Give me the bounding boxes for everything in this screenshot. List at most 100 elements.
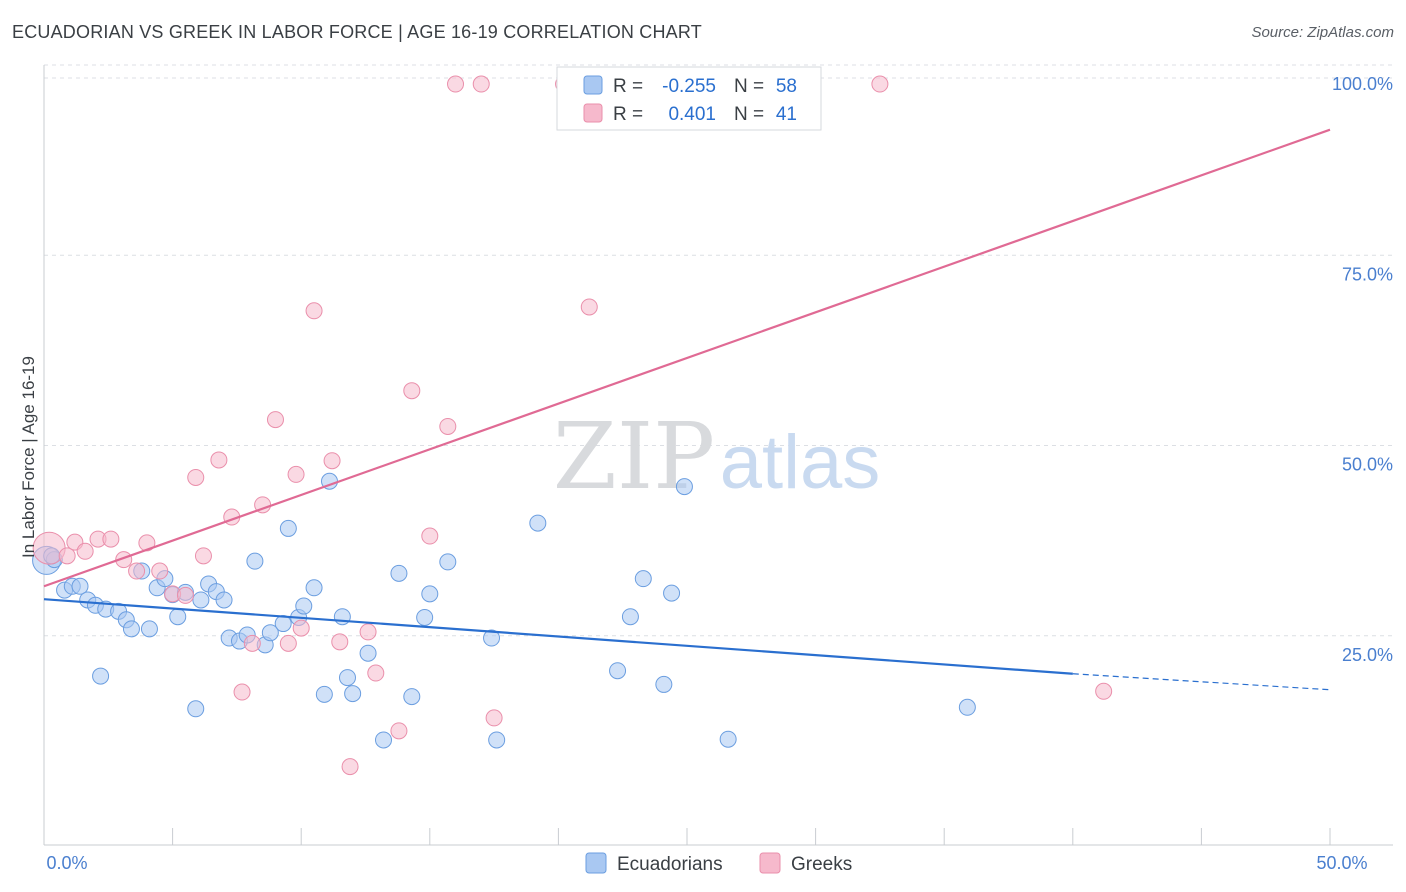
- greeks-point: [233, 683, 251, 701]
- greeks-point: [367, 664, 385, 682]
- greeks-point: [341, 758, 359, 776]
- ecuadorians-point: [621, 608, 639, 626]
- legend-label-greeks: Greeks: [791, 854, 852, 875]
- x-tick-label: 50.0%: [1316, 853, 1367, 873]
- stats-n-value-ecuadorians: 58: [776, 76, 797, 97]
- stats-r-value-greeks: 0.401: [668, 104, 716, 125]
- y-tick-label: 75.0%: [1342, 264, 1393, 284]
- greeks-point: [359, 623, 377, 641]
- ecuadorians-trendline-extension: [1072, 673, 1331, 691]
- ecuadorians-point: [675, 478, 693, 496]
- stats-r-label-ecuadorians: R =: [613, 76, 643, 97]
- ecuadorians-point: [295, 597, 313, 615]
- ecuadorians-point: [390, 564, 408, 582]
- ecuadorians-point: [488, 731, 506, 749]
- greeks-point: [447, 75, 465, 93]
- greeks-point: [421, 527, 439, 545]
- stats-swatch-ecuadorians: [583, 75, 603, 95]
- greeks-point: [323, 452, 341, 470]
- ecuadorians-point: [359, 644, 377, 662]
- ecuadorians-point: [92, 667, 110, 685]
- stats-n-label-ecuadorians: N =: [734, 76, 764, 97]
- ecuadorians-point: [246, 552, 264, 570]
- y-tick-label: 100.0%: [1332, 74, 1393, 94]
- ecuadorians-point: [140, 620, 158, 638]
- ecuadorians-point: [315, 685, 333, 703]
- watermark-atlas: atlas: [720, 420, 881, 505]
- trend-layer: [43, 128, 1331, 691]
- ecuadorians-point: [169, 608, 187, 626]
- ecuadorians-point: [609, 662, 627, 680]
- ecuadorians-point: [192, 591, 210, 609]
- stats-legend-box: R = -0.255 N = 58 R = 0.401 N = 41: [556, 66, 822, 131]
- y-tick-label: 50.0%: [1342, 455, 1393, 475]
- ecuadorians-point: [403, 688, 421, 706]
- ecuadorians-point: [215, 591, 233, 609]
- greeks-point: [243, 634, 261, 652]
- legend-label-ecuadorians: Ecuadorians: [617, 854, 723, 875]
- ecuadorians-point: [483, 629, 501, 647]
- stats-n-label-greeks: N =: [734, 104, 764, 125]
- ecuadorians-point: [958, 698, 976, 716]
- ecuadorians-point: [634, 570, 652, 588]
- greeks-point: [102, 530, 120, 548]
- chart-source: Source: ZipAtlas.com: [1251, 24, 1394, 41]
- ecuadorians-point: [122, 620, 140, 638]
- greeks-point: [128, 562, 146, 580]
- ecuadorians-point: [187, 700, 205, 718]
- greeks-point: [292, 619, 310, 637]
- greeks-point: [403, 382, 421, 400]
- grid-layer: [44, 64, 1393, 637]
- ecuadorians-point: [338, 669, 356, 687]
- greeks-point: [287, 465, 305, 483]
- bottom-legend: Ecuadorians Greeks: [585, 852, 852, 875]
- greeks-point: [331, 633, 349, 651]
- x-tick-label: 0.0%: [46, 853, 87, 873]
- legend-swatch-ecuadorians: [585, 852, 607, 874]
- axis-layer: 25.0% 50.0% 75.0% 100.0% 0.0% 50.0%: [43, 65, 1393, 873]
- ecuadorians-point: [71, 577, 89, 595]
- points-layer: [32, 75, 1113, 776]
- ecuadorians-point: [421, 585, 439, 603]
- greeks-point: [176, 586, 194, 604]
- ecuadorians-point: [719, 730, 737, 748]
- stats-r-value-ecuadorians: -0.255: [662, 76, 716, 97]
- watermark: ZIP atlas: [553, 403, 880, 510]
- stats-n-value-greeks: 41: [776, 104, 797, 125]
- ecuadorians-point: [375, 731, 393, 749]
- greeks-point: [187, 468, 205, 486]
- ecuadorians-point: [344, 685, 362, 703]
- watermark-zip: ZIP: [553, 403, 715, 510]
- ecuadorians-point: [261, 624, 279, 642]
- greeks-point: [76, 542, 94, 560]
- greeks-point: [472, 75, 490, 93]
- ecuadorians-point: [305, 579, 323, 597]
- greeks-point: [485, 709, 503, 727]
- y-axis-title: In Labor Force | Age 16-19: [19, 356, 38, 558]
- ecuadorians-point: [439, 553, 457, 571]
- ecuadorians-point: [279, 519, 297, 537]
- ecuadorians-point: [663, 584, 681, 602]
- greeks-point: [1095, 682, 1113, 700]
- greeks-point: [871, 75, 889, 93]
- stats-r-label-greeks: R =: [613, 104, 643, 125]
- greeks-point: [58, 547, 76, 565]
- ecuadorians-point: [655, 675, 673, 693]
- greeks-point: [151, 562, 169, 580]
- greeks-point: [210, 451, 228, 469]
- stats-swatch-greeks: [583, 103, 603, 123]
- greeks-point: [439, 417, 457, 435]
- chart-title: ECUADORIAN VS GREEK IN LABOR FORCE | AGE…: [12, 22, 702, 42]
- greeks-point: [390, 722, 408, 740]
- greeks-point: [305, 302, 323, 320]
- ecuadorians-point: [529, 514, 547, 532]
- greeks-point: [580, 298, 598, 316]
- greeks-point: [266, 411, 284, 429]
- greeks-point: [279, 634, 297, 652]
- legend-swatch-greeks: [759, 852, 781, 874]
- greeks-trendline: [43, 128, 1331, 588]
- greeks-point: [194, 547, 212, 565]
- y-tick-label: 25.0%: [1342, 645, 1393, 665]
- ecuadorians-point: [416, 608, 434, 626]
